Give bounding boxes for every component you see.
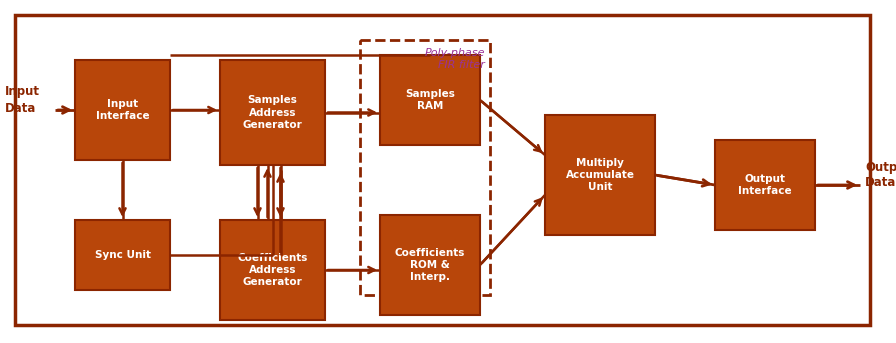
Bar (715, 140, 815, 230)
Text: Coefficients
Address
Generator: Coefficients Address Generator (237, 252, 307, 287)
Bar (75, 220, 170, 290)
Text: Input
Data: Input Data (5, 85, 40, 115)
Text: Poly-phase
FIR filter: Poly-phase FIR filter (425, 48, 485, 70)
Bar (75, 60, 170, 160)
Text: Samples
Address
Generator: Samples Address Generator (243, 95, 302, 130)
Bar (545, 115, 655, 235)
Text: Input
Interface: Input Interface (96, 99, 150, 121)
Bar (220, 60, 325, 165)
Bar (220, 220, 325, 320)
Text: Output
Interface: Output Interface (738, 174, 792, 196)
Text: Coefficients
ROM &
Interp.: Coefficients ROM & Interp. (395, 248, 465, 282)
Bar (360, 40, 490, 295)
Text: Sync Unit: Sync Unit (94, 250, 151, 260)
Bar (380, 215, 480, 315)
Text: Multiply
Accumulate
Unit: Multiply Accumulate Unit (565, 157, 634, 192)
Text: Output
Data: Output Data (865, 161, 896, 189)
Text: Samples
RAM: Samples RAM (405, 89, 455, 111)
Bar (380, 55, 480, 145)
